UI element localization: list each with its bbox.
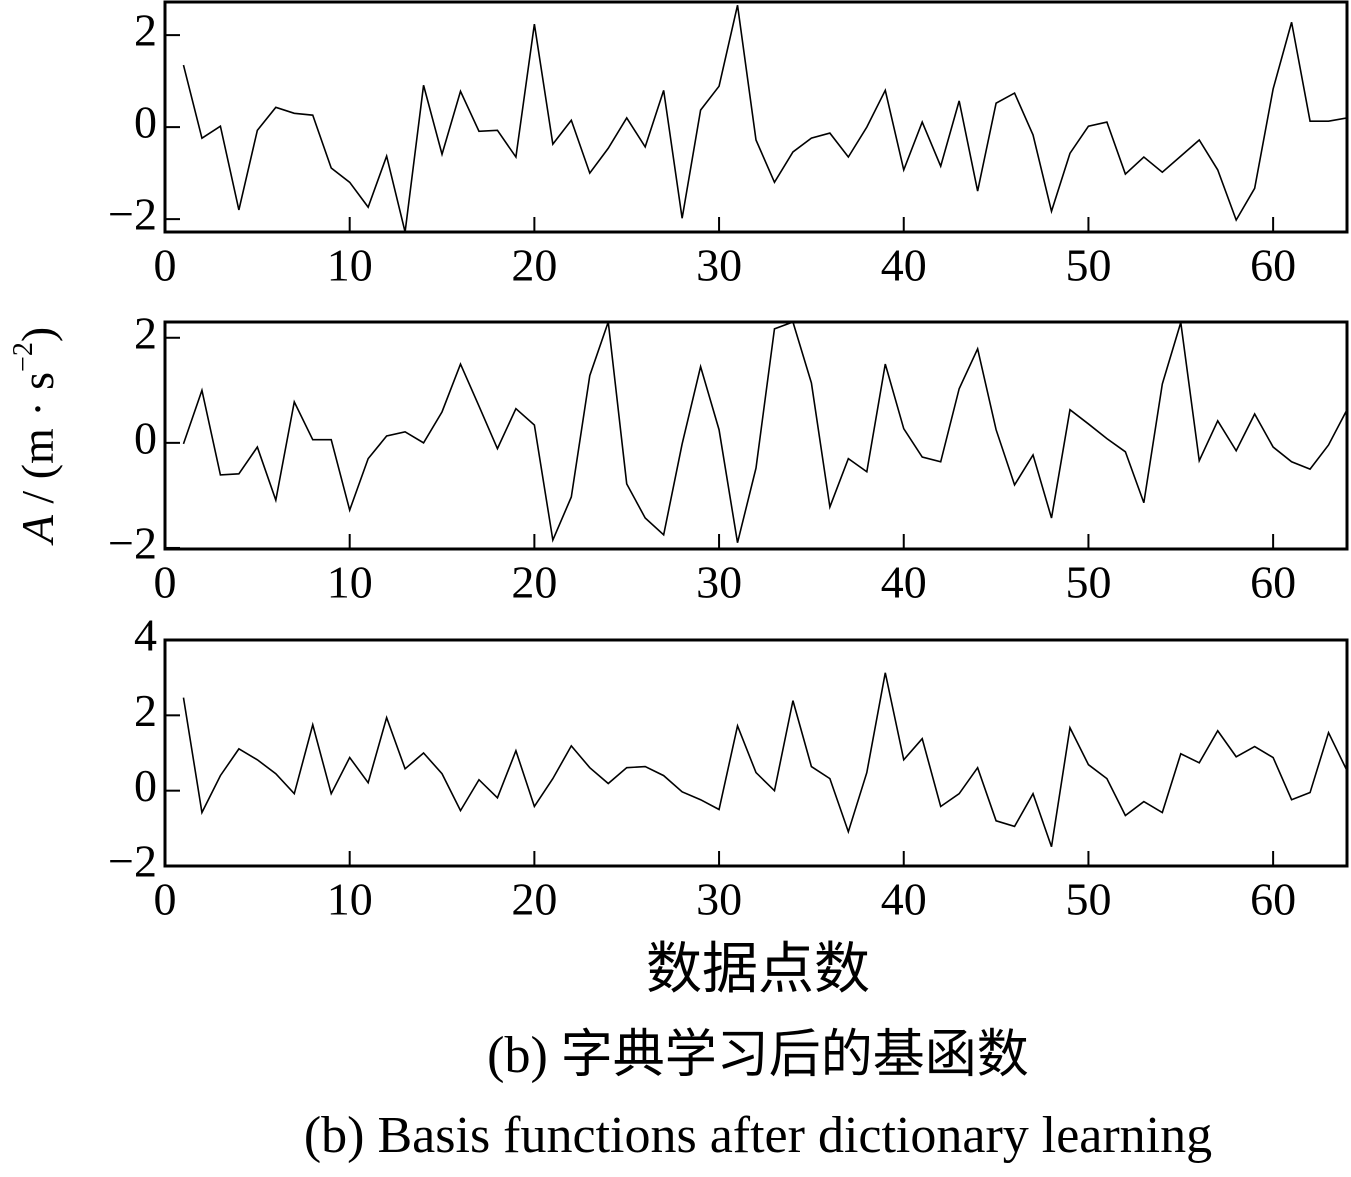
y-tick-label: 4 xyxy=(134,610,157,661)
caption-zh: (b) 字典学习后的基函数 xyxy=(487,1027,1029,1084)
x-tick-label: 50 xyxy=(1065,874,1111,925)
y-tick-label: −2 xyxy=(108,189,157,240)
y-label-symbol: A xyxy=(12,514,63,546)
caption-en: (b) Basis functions after dictionary lea… xyxy=(304,1107,1212,1164)
series-line xyxy=(182,5,1347,232)
y-label-exponent: −2 xyxy=(8,342,39,372)
x-tick-label: 60 xyxy=(1250,874,1296,925)
x-tick-label: 20 xyxy=(511,557,557,608)
x-tick-label: 0 xyxy=(154,874,177,925)
x-tick-label: 10 xyxy=(327,240,373,291)
y-tick-label: −2 xyxy=(108,518,157,569)
x-tick-label: 10 xyxy=(327,557,373,608)
x-tick-label: 0 xyxy=(154,557,177,608)
y-tick-label: 0 xyxy=(134,760,157,811)
x-tick-label: 60 xyxy=(1250,557,1296,608)
y-axis-label: A / (m · s−2) xyxy=(8,327,62,546)
y-tick-label: 0 xyxy=(134,412,157,463)
x-tick-label: 0 xyxy=(154,240,177,291)
y-tick-label: −2 xyxy=(108,836,157,887)
x-tick-label: 20 xyxy=(511,874,557,925)
x-tick-label: 50 xyxy=(1065,557,1111,608)
x-tick-label: 40 xyxy=(881,240,927,291)
x-tick-label: 40 xyxy=(881,557,927,608)
series-line xyxy=(182,672,1347,848)
plot-frame xyxy=(163,0,1349,234)
x-tick-label: 20 xyxy=(511,240,557,291)
x-tick-label: 10 xyxy=(327,874,373,925)
series-line xyxy=(182,322,1347,543)
x-axis-label: 数据点数 xyxy=(646,939,870,1001)
y-tick-label: 2 xyxy=(134,685,157,736)
y-label-unit: / (m · s xyxy=(12,372,63,515)
y-tick-label: 2 xyxy=(134,5,157,56)
plot-frame xyxy=(163,320,1349,551)
x-tick-label: 60 xyxy=(1250,240,1296,291)
y-tick-label: 2 xyxy=(134,307,157,358)
plot-frame xyxy=(163,638,1349,868)
x-tick-label: 30 xyxy=(696,557,742,608)
x-tick-label: 30 xyxy=(696,874,742,925)
x-tick-label: 50 xyxy=(1065,240,1111,291)
x-tick-label: 30 xyxy=(696,240,742,291)
y-label-close: ) xyxy=(12,327,63,342)
y-tick-label: 0 xyxy=(134,97,157,148)
x-tick-label: 40 xyxy=(881,874,927,925)
